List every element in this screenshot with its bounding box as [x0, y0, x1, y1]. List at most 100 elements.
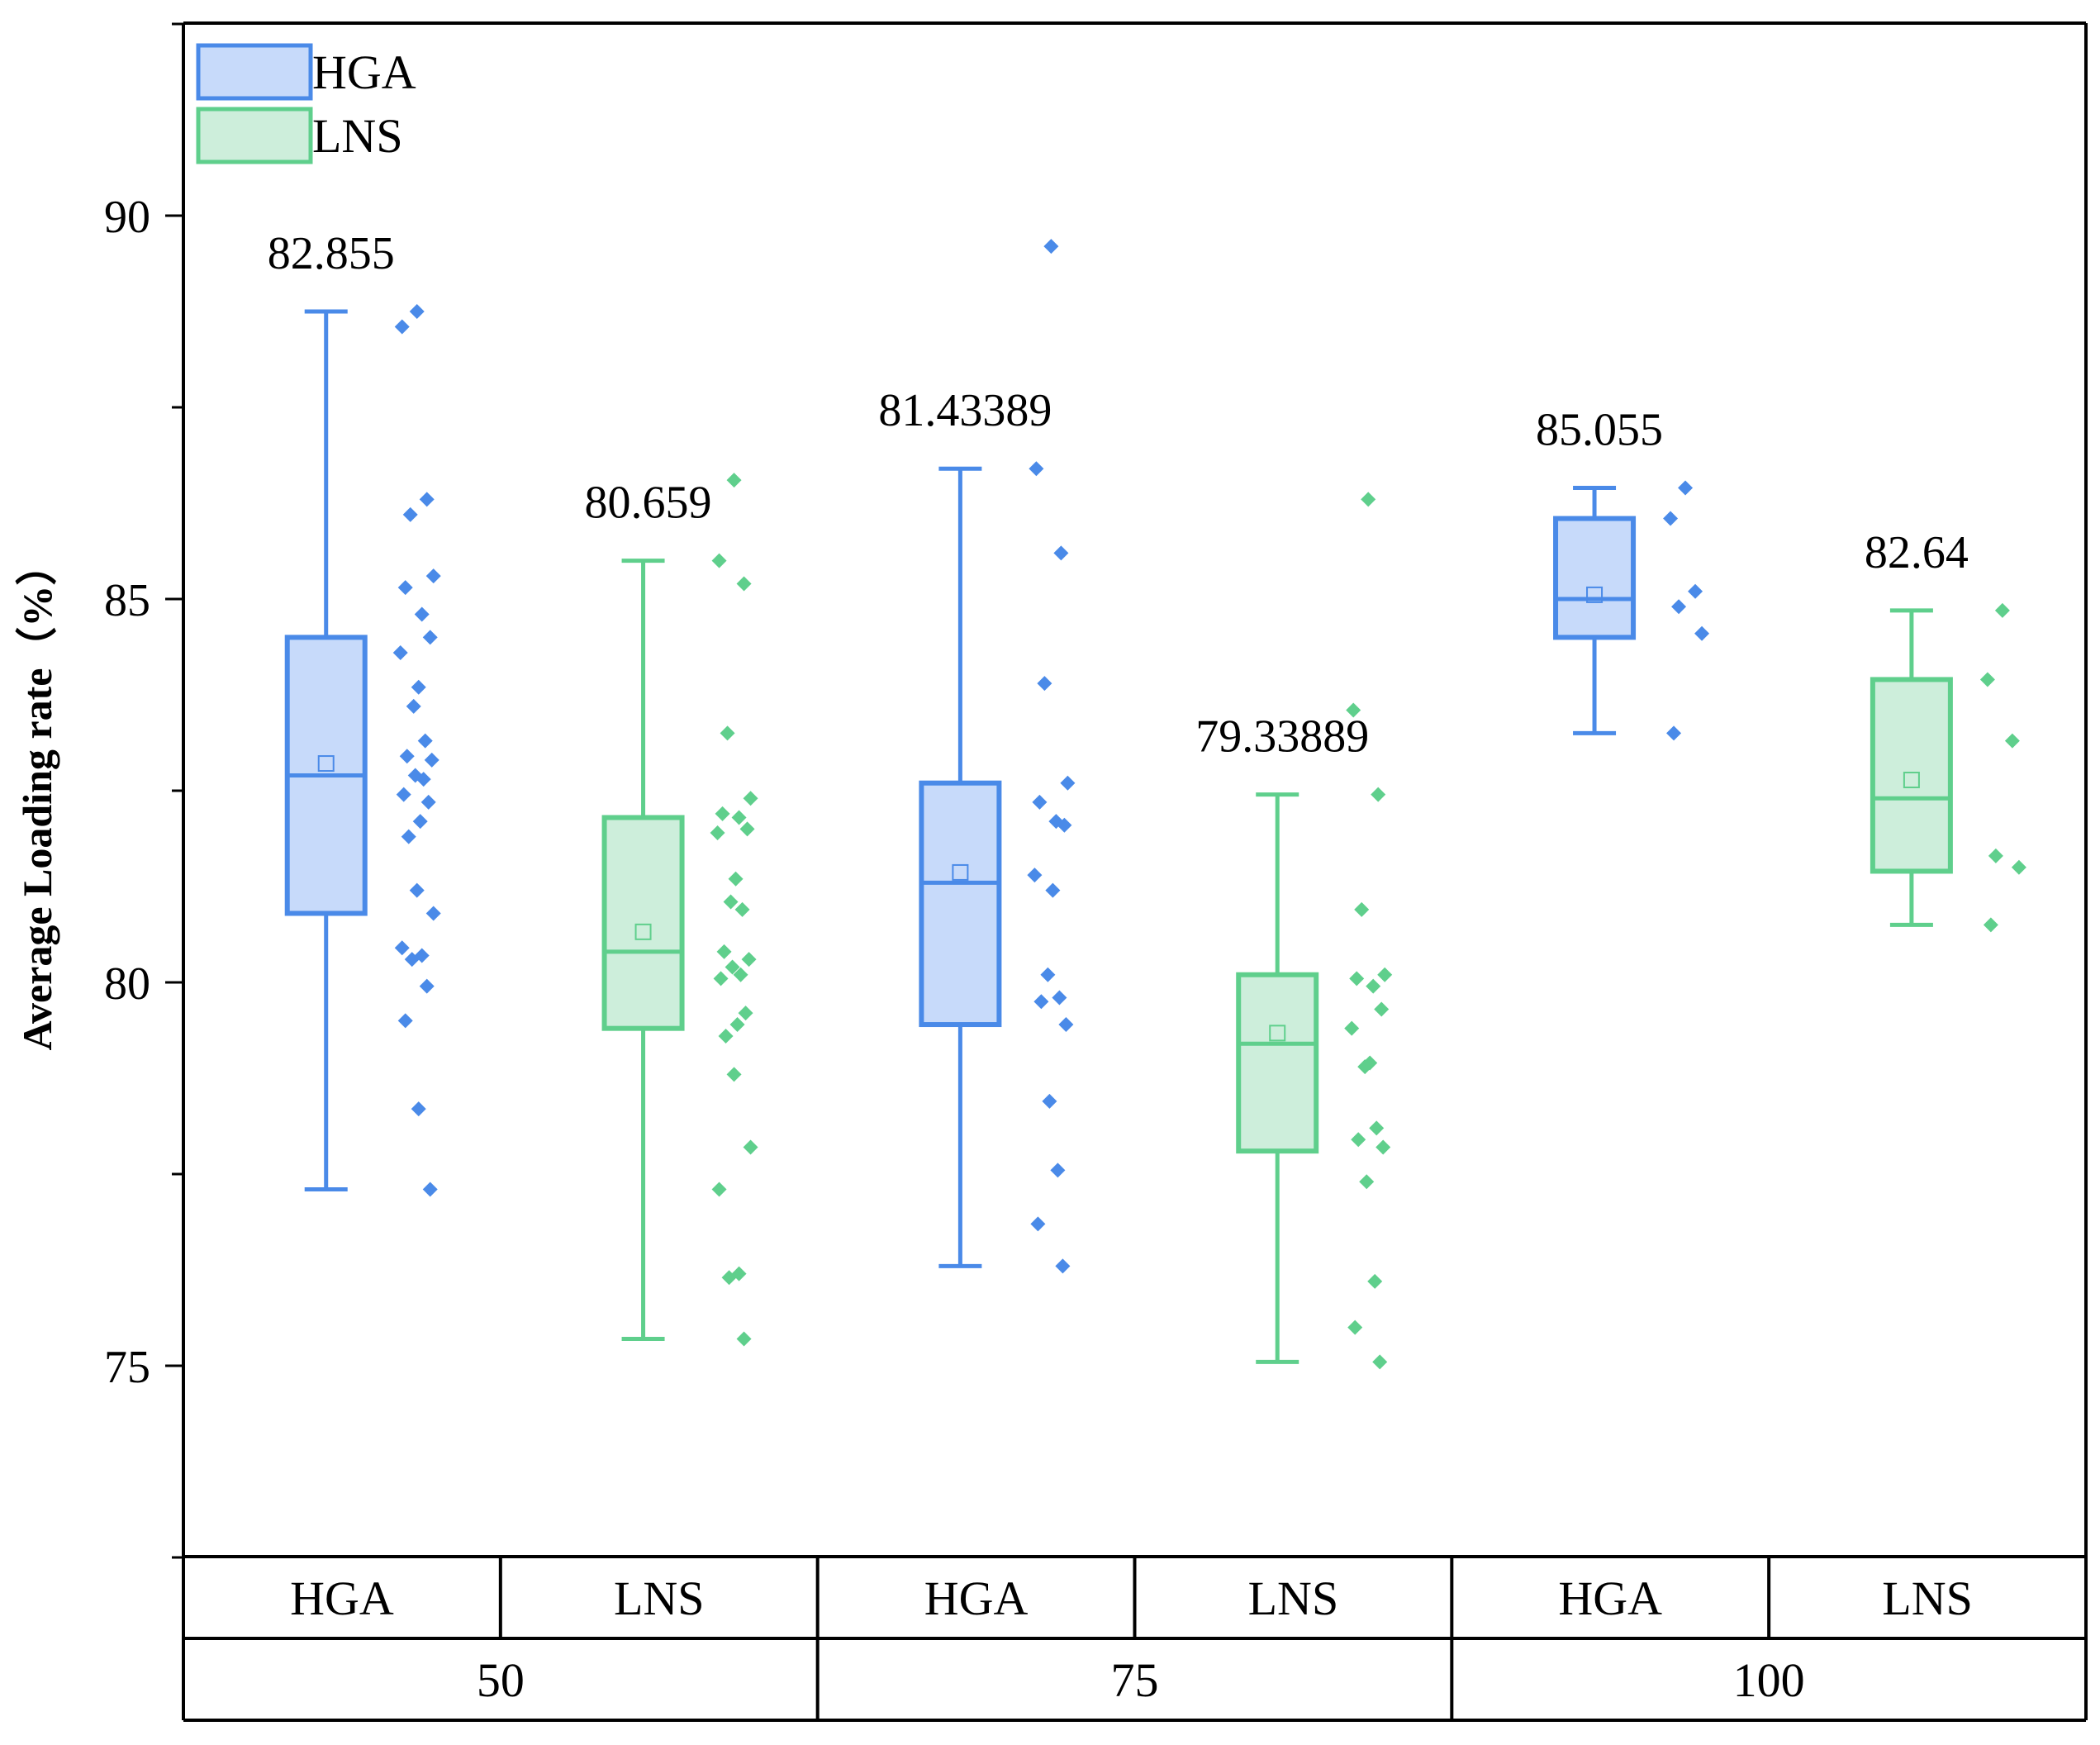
- data-point: [713, 971, 729, 987]
- data-point: [1666, 725, 1682, 741]
- iqr-box: [1236, 972, 1319, 1154]
- data-point: [1050, 1163, 1066, 1178]
- y-axis: 75 80 85 90: [104, 22, 185, 1559]
- data-point: [411, 1101, 426, 1117]
- data-point: [743, 791, 758, 806]
- mean-label: 82.855: [268, 228, 395, 279]
- data-point: [1037, 676, 1052, 692]
- data-point: [1045, 882, 1061, 898]
- data-point: [711, 1182, 727, 1197]
- data-point: [425, 906, 441, 921]
- mean-marker: [1269, 1025, 1286, 1042]
- data-point: [728, 871, 744, 887]
- mean-marker: [1586, 586, 1604, 603]
- series-label: LNS: [1882, 1571, 1973, 1625]
- data-point: [406, 698, 421, 714]
- data-point: [1354, 901, 1370, 917]
- mean-label: 82.64: [1865, 527, 1969, 578]
- data-point: [711, 553, 727, 568]
- data-point: [399, 749, 415, 764]
- mean-marker: [952, 863, 969, 881]
- series-label: HGA: [1558, 1571, 1662, 1625]
- data-point: [1988, 848, 2003, 863]
- data-point: [1367, 1273, 1383, 1289]
- series-label: LNS: [1248, 1571, 1339, 1625]
- iqr-box: [1870, 677, 1953, 874]
- mean-label: 80.659: [585, 478, 712, 529]
- data-point: [1994, 602, 2010, 618]
- data-point: [725, 959, 740, 975]
- data-point: [734, 901, 750, 917]
- data-point: [1351, 1132, 1366, 1148]
- data-point: [1694, 625, 1710, 641]
- data-point: [422, 1182, 438, 1197]
- data-point: [397, 1013, 413, 1029]
- data-point: [1057, 817, 1072, 833]
- data-point: [715, 806, 730, 821]
- data-point: [409, 304, 425, 319]
- y-tick-label: 80: [104, 958, 150, 1010]
- data-point: [1344, 1020, 1360, 1036]
- mean-label: 85.055: [1536, 404, 1663, 455]
- data-point: [710, 825, 725, 841]
- mean-labels: 82.855 80.659 81.43389 79.33889 85.055 82.64: [268, 228, 1969, 763]
- legend-label-lns: LNS: [312, 109, 403, 163]
- data-point: [1688, 583, 1703, 599]
- box-lns-100: [1870, 608, 1953, 927]
- data-point: [409, 882, 425, 898]
- legend-swatch-hga: [196, 43, 313, 101]
- data-point: [396, 787, 411, 802]
- data-point: [401, 829, 416, 844]
- data-point: [412, 814, 428, 830]
- data-point: [1030, 1216, 1046, 1232]
- data-point: [716, 944, 732, 959]
- box-lns-75: [1236, 792, 1319, 1364]
- mean-label: 81.43389: [878, 385, 1052, 436]
- data-point: [1043, 239, 1059, 254]
- group-label: 50: [477, 1653, 525, 1707]
- data-point: [402, 506, 418, 522]
- data-point: [1663, 511, 1679, 526]
- data-point: [741, 952, 757, 968]
- data-point: [419, 978, 435, 994]
- data-point: [1042, 1093, 1057, 1109]
- data-point: [2011, 859, 2026, 875]
- data-point: [422, 630, 438, 645]
- data-point: [419, 492, 435, 507]
- data-point: [733, 967, 748, 982]
- data-point: [1040, 967, 1056, 982]
- data-point: [1366, 978, 1381, 994]
- data-point: [417, 733, 433, 749]
- plot-frame: [183, 21, 2088, 1557]
- mean-marker: [634, 923, 652, 940]
- data-point: [1369, 1120, 1385, 1136]
- series-label: HGA: [924, 1571, 1029, 1625]
- mean-marker: [1903, 772, 1920, 789]
- legend-label-hga: HGA: [312, 45, 416, 99]
- data-point: [2004, 733, 2020, 749]
- data-point: [1055, 1258, 1071, 1274]
- data-point: [736, 576, 752, 592]
- data-point: [1374, 1001, 1390, 1017]
- scatter-points: [392, 239, 2026, 1370]
- data-point: [416, 772, 431, 787]
- data-point: [1361, 492, 1376, 507]
- data-point: [392, 644, 408, 660]
- iqr-box: [919, 780, 1002, 1028]
- data-point: [1359, 1174, 1375, 1190]
- data-point: [718, 1028, 734, 1044]
- data-point: [411, 679, 426, 695]
- data-point: [736, 1331, 752, 1347]
- series-label: LNS: [614, 1571, 705, 1625]
- data-point: [1678, 480, 1694, 496]
- data-point: [1033, 994, 1049, 1010]
- y-tick-label: 90: [104, 192, 150, 243]
- mean-marker: [317, 755, 335, 773]
- data-point: [394, 319, 410, 335]
- data-point: [726, 473, 742, 488]
- data-point: [404, 952, 420, 968]
- data-point: [1375, 1139, 1391, 1155]
- data-point: [731, 810, 747, 825]
- data-point: [420, 794, 436, 810]
- box-hga-100: [1553, 485, 1637, 735]
